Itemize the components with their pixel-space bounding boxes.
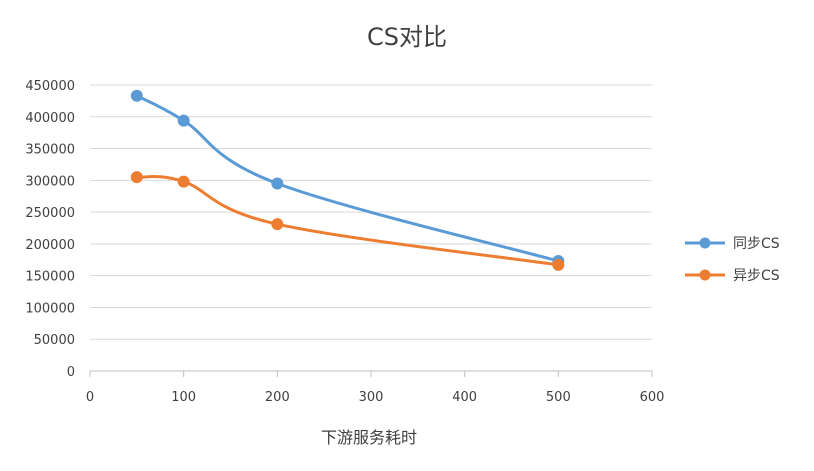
x-tick-label: 400 (452, 390, 477, 405)
x-axis-title: 下游服务耗时 (321, 428, 417, 447)
y-tick-label: 50000 (34, 333, 75, 348)
y-tick-label: 100000 (25, 301, 75, 316)
legend-label-series-1: 同步CS (733, 236, 780, 252)
x-tick-label: 500 (546, 390, 571, 405)
x-tick-label: 600 (640, 390, 665, 405)
y-tick-label: 250000 (25, 206, 75, 221)
x-tick-label: 200 (265, 390, 290, 405)
y-tick-label: 200000 (25, 238, 75, 253)
y-tick-label: 150000 (25, 270, 75, 285)
data-point-series-2 (271, 218, 284, 231)
y-tick-label: 350000 (25, 143, 75, 158)
data-point-series-1 (271, 177, 284, 190)
y-tick-label: 450000 (25, 79, 75, 94)
y-tick-label: 300000 (25, 174, 75, 189)
y-tick-label: 0 (67, 365, 75, 380)
x-tick-label: 100 (171, 390, 196, 405)
series-layer (130, 89, 565, 271)
legend-marker-series-2 (699, 269, 711, 281)
series-line-2 (135, 175, 560, 267)
data-point-series-1 (177, 114, 190, 127)
data-point-series-2 (552, 258, 565, 271)
legend: 同步CS 异步CS (685, 236, 780, 284)
series-line-1 (135, 94, 560, 263)
y-tick-label: 400000 (25, 111, 75, 126)
x-tick-label: 0 (86, 390, 94, 405)
data-point-series-2 (130, 171, 143, 184)
x-tick-label: 300 (359, 390, 384, 405)
axes: 0 50000 100000 150000 200000 250000 300000 3500… (25, 79, 664, 405)
chart-title: CS对比 (367, 23, 447, 51)
legend-label-series-2: 异步CS (733, 268, 780, 284)
data-point-series-1 (130, 89, 143, 102)
legend-marker-series-1 (699, 237, 711, 249)
data-point-series-2 (177, 175, 190, 188)
